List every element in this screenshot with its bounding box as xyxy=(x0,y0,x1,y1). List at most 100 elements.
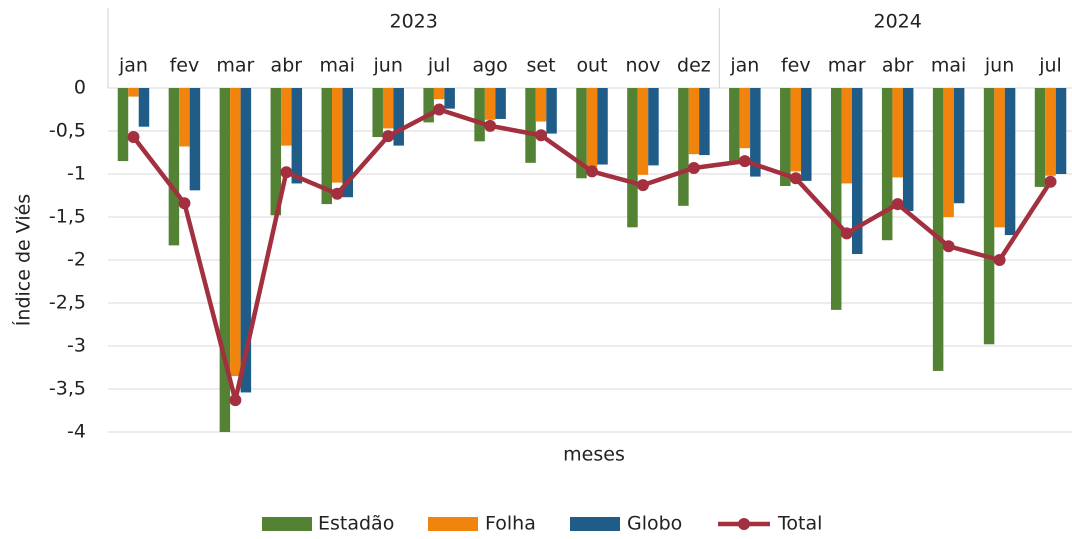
bar xyxy=(780,88,791,187)
line-point xyxy=(1044,175,1057,188)
bar xyxy=(790,88,802,172)
bar xyxy=(1034,88,1046,187)
legend-swatch xyxy=(262,517,312,531)
bar xyxy=(128,88,139,97)
x-tick-label: jan xyxy=(118,55,148,77)
bar xyxy=(1055,88,1067,174)
y-tick-label: -4 xyxy=(67,421,86,443)
x-tick-label: abr xyxy=(882,55,914,77)
legend-label: Folha xyxy=(485,513,536,535)
y-tick-label: -0,5 xyxy=(49,120,86,142)
legend-label: Globo xyxy=(627,513,682,535)
bar xyxy=(495,88,506,119)
bar xyxy=(953,88,965,204)
x-tick-label: mar xyxy=(216,55,254,77)
bar xyxy=(372,88,383,138)
line-point xyxy=(433,103,446,116)
line-point xyxy=(229,394,242,407)
legend-swatch xyxy=(570,517,620,531)
line-point xyxy=(280,166,293,179)
bar xyxy=(648,88,659,166)
y-tick-label: -2 xyxy=(67,249,86,271)
bar xyxy=(597,88,608,165)
line-point xyxy=(331,187,344,200)
x-tick-label: fev xyxy=(781,55,811,77)
bar xyxy=(321,88,333,205)
x-tick-label: mar xyxy=(828,55,866,77)
bar xyxy=(1045,88,1056,176)
bar xyxy=(678,88,689,206)
line-point xyxy=(993,254,1006,266)
line-point xyxy=(382,130,395,143)
bar xyxy=(230,88,241,377)
bar xyxy=(830,88,842,310)
x-tick-label: jan xyxy=(729,55,759,77)
y-tick-label: -1 xyxy=(67,163,86,185)
x-tick-label: dez xyxy=(677,55,711,77)
line-point xyxy=(484,119,497,132)
legend-label: Total xyxy=(777,513,822,535)
legend-swatch xyxy=(738,518,750,530)
bar xyxy=(240,88,252,393)
line-point xyxy=(178,197,191,210)
bar xyxy=(332,88,343,183)
bar xyxy=(474,88,485,142)
bar xyxy=(851,88,863,254)
bar xyxy=(423,88,434,123)
x-tick-label: nov xyxy=(625,55,660,77)
bar xyxy=(117,88,129,162)
bar xyxy=(932,88,944,371)
y-tick-label: -1,5 xyxy=(49,206,86,228)
bar xyxy=(801,88,812,181)
bar xyxy=(444,88,455,109)
bar xyxy=(168,88,180,246)
bar xyxy=(739,88,751,149)
y-tick-label: 0 xyxy=(74,77,86,99)
bar xyxy=(729,88,740,162)
x-tick-label: jun xyxy=(984,55,1014,77)
x-tick-label: fev xyxy=(170,55,200,77)
bar xyxy=(546,88,557,134)
bar xyxy=(576,88,587,179)
bar xyxy=(994,88,1005,228)
bar xyxy=(138,88,150,127)
bar xyxy=(525,88,536,163)
bar xyxy=(892,88,903,178)
x-tick-label: abr xyxy=(271,55,303,77)
x-tick-label: jul xyxy=(1038,55,1062,77)
bar xyxy=(484,88,496,120)
bar xyxy=(1004,88,1016,236)
legend-swatch xyxy=(428,517,478,531)
bar xyxy=(688,88,700,155)
bar xyxy=(586,88,598,168)
x-tick-label: ago xyxy=(472,55,507,77)
line-point xyxy=(738,155,751,168)
bar xyxy=(902,88,914,211)
bar xyxy=(983,88,995,345)
legend-label: Estadão xyxy=(318,513,394,535)
bar xyxy=(291,88,303,184)
x-axis-title: meses xyxy=(563,444,625,466)
line-point xyxy=(687,161,700,174)
bar xyxy=(342,88,354,198)
x-tick-label: jul xyxy=(427,55,451,77)
y-tick-label: -2,5 xyxy=(49,292,86,314)
bar xyxy=(382,88,394,129)
bar xyxy=(189,88,201,191)
bar xyxy=(219,88,231,432)
bar xyxy=(750,88,761,177)
line-point xyxy=(535,129,548,142)
bar xyxy=(699,88,710,156)
bar xyxy=(627,88,638,228)
bar xyxy=(281,88,292,146)
y-tick-label: -3 xyxy=(67,335,86,357)
bar xyxy=(943,88,954,217)
y-axis-title: Índice de Viés xyxy=(12,194,35,326)
x-tick-label: set xyxy=(527,55,556,77)
line-point xyxy=(789,172,802,185)
bar xyxy=(535,88,547,122)
group-label: 2024 xyxy=(874,11,922,33)
x-tick-label: jun xyxy=(373,55,403,77)
y-tick-label: -3,5 xyxy=(49,378,86,400)
